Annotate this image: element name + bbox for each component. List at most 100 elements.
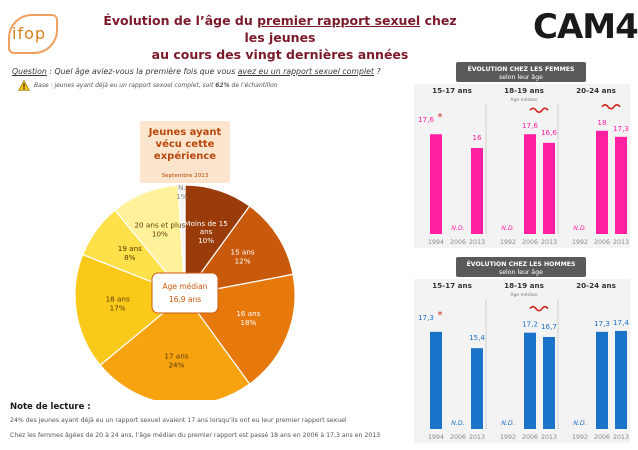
bar <box>471 348 483 429</box>
value-label: 17,6 <box>418 115 434 124</box>
nd-label: N.D. <box>501 225 515 232</box>
panel-subtitle: selon leur âge <box>499 268 543 276</box>
ifop-logo: ifop <box>8 14 60 54</box>
tick-label: 1992 <box>500 239 516 246</box>
bar <box>524 332 536 429</box>
pie-slice-4 <box>74 253 187 366</box>
tick-label: 1992 <box>572 239 588 246</box>
panel-title: ÉVOLUTION CHEZ LES FEMMES <box>468 64 575 73</box>
bar <box>430 134 442 234</box>
pie-label-7: N. 1% <box>176 183 188 201</box>
bar <box>615 136 627 234</box>
tick-label: 2013 <box>469 434 485 441</box>
pie-center-label: Age médian <box>162 282 207 291</box>
note-line-2: Chez les femmes âgées de 20 à 24 ans, l’… <box>10 432 381 439</box>
question-text: Question : Quel âge aviez-vous la premiè… <box>12 67 381 76</box>
group-label: 20-24 ans <box>576 86 616 95</box>
median-label: Age médian <box>510 96 537 103</box>
tick-label: 2006 <box>450 239 466 246</box>
value-label: 18 <box>597 118 607 127</box>
tick-label: 1994 <box>428 239 444 246</box>
pie-label-0: Moins de 15 ans 10% <box>184 219 228 245</box>
value-label: 17,6 <box>522 121 538 130</box>
tick-label: 2013 <box>613 434 629 441</box>
pie-slice-7 <box>177 184 186 296</box>
value-label: 16,7 <box>541 322 557 331</box>
tick-label: 1992 <box>500 434 516 441</box>
panel-bg <box>414 84 630 248</box>
bar <box>596 130 608 234</box>
value-label: 15,4 <box>469 333 485 342</box>
bar <box>543 142 555 234</box>
pie-subtitle: Septembre 2013 <box>162 173 209 179</box>
panel-header-bg <box>456 62 586 82</box>
group-label: 20-24 ans <box>576 281 616 290</box>
tick-label: 2006 <box>522 239 538 246</box>
median-label: Age médian <box>510 291 537 298</box>
bar <box>596 331 608 429</box>
group-label: 18-19 ans <box>504 281 544 290</box>
panel-subtitle: selon leur âge <box>499 73 543 81</box>
page-title: Évolution de l’âge du premier rapport se… <box>103 13 457 62</box>
pie-slices <box>74 184 296 400</box>
nd-label: N.D. <box>501 420 515 427</box>
pie-center-value: 16,9 ans <box>169 295 201 304</box>
tick-label: 1992 <box>572 434 588 441</box>
pie-center-box: Age médian 16,9 ans <box>151 272 219 314</box>
bar <box>615 330 627 429</box>
value-label: 17,2 <box>522 320 538 329</box>
tick-label: 2006 <box>594 239 610 246</box>
bar <box>543 336 555 429</box>
pie-label-4: 18 ans 17% <box>106 295 130 313</box>
pie-label-1: 15 ans 12% <box>231 247 255 265</box>
panel-header-bg <box>456 257 586 277</box>
tick-label: 2013 <box>541 434 557 441</box>
tick-label: 2006 <box>522 434 538 441</box>
trend-wave <box>529 305 549 312</box>
nd-label: N.D. <box>451 420 465 427</box>
group-label: 18-19 ans <box>504 86 544 95</box>
cam4-logo: CAM4 <box>533 7 638 47</box>
tick-label: 2013 <box>613 239 629 246</box>
note-line-1: 24% des jeunes ayant déjà eu un rapport … <box>10 417 347 424</box>
star-mark: * <box>438 310 443 321</box>
value-label: 17,3 <box>613 124 629 133</box>
pie-label-2: 16 ans 18% <box>236 309 260 327</box>
trend-wave <box>529 107 549 114</box>
pie-label-5: 19 ans 8% <box>118 244 142 262</box>
group-label: 15-17 ans <box>432 86 472 95</box>
bar <box>471 148 483 234</box>
tick-label: 2013 <box>541 239 557 246</box>
value-label: 16 <box>472 133 482 142</box>
nd-label: N.D. <box>451 225 465 232</box>
value-label: 17,4 <box>613 318 629 327</box>
pie-label-3: 17 ans 24% <box>164 352 188 370</box>
pie-label-6: 20 ans et plus 10% <box>134 221 185 239</box>
panel-bg <box>414 279 630 443</box>
panel-title: ÉVOLUTION CHEZ LES HOMMES <box>467 259 576 268</box>
tick-label: 2006 <box>450 434 466 441</box>
note-title: Note de lecture : <box>10 402 91 412</box>
tick-label: 2013 <box>469 239 485 246</box>
value-label: 16,6 <box>541 128 557 137</box>
nd-label: N.D. <box>573 225 587 232</box>
value-label: 17,3 <box>594 319 610 328</box>
nd-label: N.D. <box>573 420 587 427</box>
tick-label: 1994 <box>428 434 444 441</box>
value-label: 17,3 <box>418 313 434 322</box>
base-text: Base : jeunes ayant déjà eu un rapport s… <box>34 82 278 89</box>
star-mark: * <box>438 112 443 123</box>
trend-wave <box>601 104 621 110</box>
pie-title: Jeunes ayant vécu cette expérience <box>148 127 222 162</box>
pie-slice-3 <box>99 294 251 400</box>
pie-title-box: Jeunes ayant vécu cette expérience Septemb… <box>140 121 230 183</box>
warning-icon <box>18 80 30 91</box>
bar <box>524 134 536 234</box>
group-label: 15-17 ans <box>432 281 472 290</box>
pie-chart: Jeunes ayant vécu cette expérience Septemb… <box>74 121 296 400</box>
bar <box>430 331 442 429</box>
pie-labels: Moins de 15 ans 10%15 ans 12% 16 ans 18% 17 an… <box>106 183 261 370</box>
